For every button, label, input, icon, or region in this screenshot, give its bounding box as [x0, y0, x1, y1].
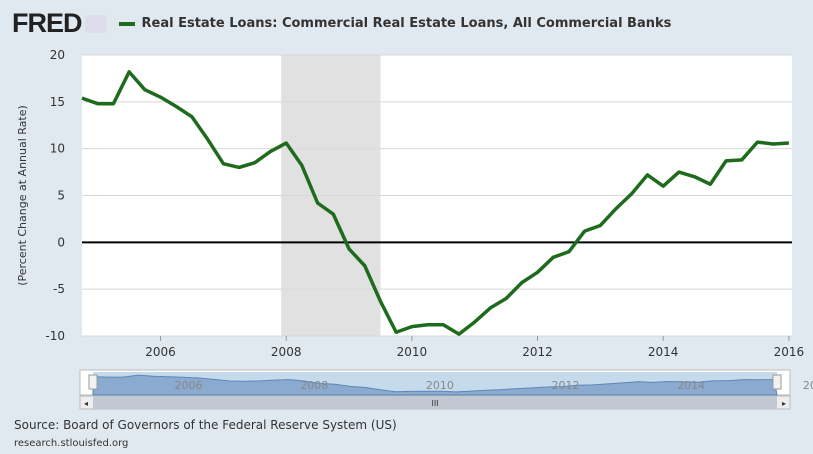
scroll-left-arrow-icon[interactable]: ◂: [84, 399, 88, 408]
x-tick-label: 2014: [648, 345, 679, 359]
x-tick-label: 2016: [774, 345, 805, 359]
y-tick-label: 15: [50, 95, 65, 109]
y-tick-label: 10: [50, 142, 65, 156]
navigator-tick-label: 2010: [426, 379, 454, 392]
source-url[interactable]: research.stlouisfed.org: [14, 438, 129, 449]
y-tick-label: -5: [53, 282, 65, 296]
navigator-handle[interactable]: [88, 374, 98, 390]
navigator-tick-label: 2006: [175, 379, 203, 392]
navigator-handle[interactable]: [772, 374, 782, 390]
source-text: Source: Board of Governors of the Federa…: [14, 418, 397, 432]
series-line: [81, 70, 789, 336]
navigator-tick-label: 2008: [300, 379, 328, 392]
legend-label: Real Estate Loans: Commercial Real Estat…: [141, 16, 672, 31]
scrollbar-thumb[interactable]: [93, 396, 777, 409]
y-tick-label: 20: [50, 48, 65, 62]
y-tick-label: 0: [57, 235, 65, 249]
legend-swatch: [118, 21, 135, 26]
navigator-area: [92, 374, 778, 396]
scroll-right-arrow-icon[interactable]: ▸: [782, 399, 786, 408]
y-tick-label: -10: [45, 329, 65, 343]
y-tick-label: 5: [57, 189, 65, 203]
x-tick-label: 2012: [522, 345, 553, 359]
y-axis-label: (Percent Change at Annual Rate): [16, 105, 29, 286]
navigator-tick-label: 2012: [552, 379, 580, 392]
header: FRED Real Estate Loans: Commercial Real …: [12, 8, 671, 39]
x-tick-label: 2008: [271, 345, 302, 359]
navigator-tick-label: 2016: [803, 379, 813, 392]
legend-item[interactable]: Real Estate Loans: Commercial Real Estat…: [118, 16, 672, 31]
x-tick-label: 2006: [145, 345, 176, 359]
scrollbar-grip: III: [431, 399, 438, 408]
x-tick-label: 2010: [397, 345, 428, 359]
chart-logo-icon: [84, 14, 107, 33]
fred-logo[interactable]: FRED: [12, 8, 82, 38]
navigator-tick-label: 2014: [677, 379, 705, 392]
